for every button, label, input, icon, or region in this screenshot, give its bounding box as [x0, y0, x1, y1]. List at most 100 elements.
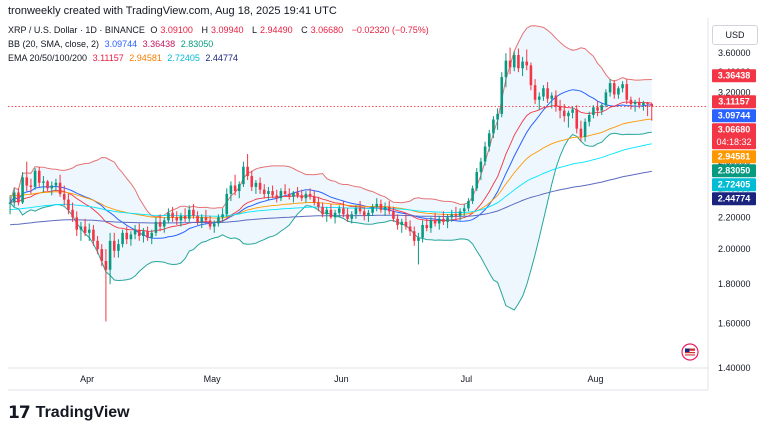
candle-body	[442, 218, 445, 222]
candle-body	[625, 84, 629, 100]
candle-body	[467, 201, 470, 209]
candle-body	[150, 232, 154, 238]
candle-body	[454, 214, 458, 216]
us-flag-icon	[681, 343, 699, 361]
y-tick-label: 1.40000	[718, 363, 751, 373]
candle-body	[221, 214, 224, 218]
candle-body	[300, 195, 304, 199]
candle-body	[608, 83, 612, 93]
bb-label[interactable]: BB (20, SMA, close, 2)	[8, 39, 100, 49]
candle-body	[117, 244, 120, 251]
candle-body	[583, 121, 587, 137]
candle-body	[400, 221, 404, 225]
candle-body	[404, 221, 408, 227]
bb-basis: 3.09744	[104, 39, 138, 49]
candle-body	[450, 214, 454, 218]
candle-body	[267, 191, 270, 194]
candles	[8, 47, 654, 322]
candle-body	[37, 170, 41, 183]
ema20-value: 3.11157	[92, 53, 124, 63]
candle-body	[487, 133, 491, 147]
candle-body	[537, 96, 541, 100]
candle-body	[621, 84, 624, 89]
candle-body	[187, 209, 191, 219]
y-tick-label: 2.20000	[718, 212, 751, 222]
candle-body	[287, 193, 291, 197]
candle-body	[425, 224, 429, 229]
candle-body	[283, 191, 287, 194]
tradingview-logo-icon: 17	[8, 403, 31, 423]
ohlc-open: O 3.09100	[150, 25, 193, 35]
candle-body	[17, 192, 20, 203]
candle-body	[183, 215, 187, 219]
candle-body	[321, 206, 324, 215]
price-label-box	[712, 192, 756, 206]
symbol-name[interactable]: XRP / U.S. Dollar · 1D · BINANCE	[8, 25, 145, 35]
brand-text: TradingView	[35, 404, 130, 421]
candle-body	[496, 113, 499, 120]
y-tick-label: 3.20000	[718, 87, 751, 97]
candle-body	[492, 119, 495, 134]
chart-credit: tronweekly created with TradingView.com,…	[8, 5, 337, 17]
candle-body	[554, 95, 558, 107]
candle-body	[600, 105, 604, 111]
ema20-line	[9, 101, 652, 232]
candle-body	[62, 193, 66, 200]
price-label-box	[712, 178, 756, 192]
price-label-text: 2.44774	[718, 194, 751, 204]
candle-body	[437, 218, 441, 224]
candle-body	[567, 112, 570, 117]
candle-body	[142, 231, 145, 237]
legend-ema-row: EMA 20/50/100/200 3.11157 2.94581 2.7240…	[8, 53, 241, 63]
candle-body	[562, 110, 566, 117]
candle-body	[162, 220, 166, 227]
candle-body	[604, 92, 608, 106]
flag-stripe	[685, 353, 695, 355]
candle-body	[471, 188, 474, 202]
price-label-text: 3.11157	[718, 97, 750, 107]
price-label-text: 2.94581	[718, 152, 751, 162]
candle-body	[317, 202, 320, 207]
candle-body	[462, 208, 466, 212]
candle-body	[429, 220, 433, 229]
candle-body	[208, 220, 212, 227]
price-label-box	[712, 95, 756, 109]
bb-fill	[10, 25, 652, 311]
price-label-box	[712, 164, 756, 178]
price-labels: 3.36438 3.11157 3.09744 3.06680 04:18:32 2.94…	[712, 69, 756, 206]
candle-body	[350, 214, 354, 219]
bb-band-fill	[10, 25, 652, 311]
legend-symbol-row: XRP / U.S. Dollar · 1D · BINANCE O 3.0910…	[8, 25, 432, 35]
flag-canton	[685, 348, 690, 352]
candle-body	[262, 189, 266, 194]
candle-body	[575, 109, 579, 129]
bb-upper-line	[9, 25, 652, 218]
currency-selector[interactable]: USD	[712, 25, 758, 45]
candle-body	[196, 215, 199, 222]
candle-body	[417, 237, 420, 241]
candle-body	[83, 226, 87, 233]
candle-body	[358, 208, 362, 212]
candle-body	[175, 217, 179, 221]
candle-body	[529, 65, 533, 86]
ema100-value: 2.72405	[167, 53, 200, 63]
candle-body	[146, 231, 149, 238]
ema-label[interactable]: EMA 20/50/100/200	[8, 53, 88, 63]
candle-body	[279, 191, 283, 199]
candle-body	[133, 229, 137, 235]
candle-body	[242, 166, 245, 185]
x-tick-label: Apr	[80, 374, 94, 384]
candle-body	[387, 206, 391, 212]
candle-body	[271, 191, 274, 196]
price-label-text: 2.83050	[718, 166, 751, 176]
price-label-text: 3.09744	[718, 111, 751, 121]
bb-basis-line	[9, 89, 652, 239]
candle-body	[558, 106, 562, 111]
candle-body	[46, 181, 49, 189]
candle-body	[421, 224, 424, 238]
x-tick-label: Aug	[587, 374, 603, 384]
candle-body	[25, 177, 29, 186]
countdown-text: 04:18:32	[716, 137, 751, 147]
